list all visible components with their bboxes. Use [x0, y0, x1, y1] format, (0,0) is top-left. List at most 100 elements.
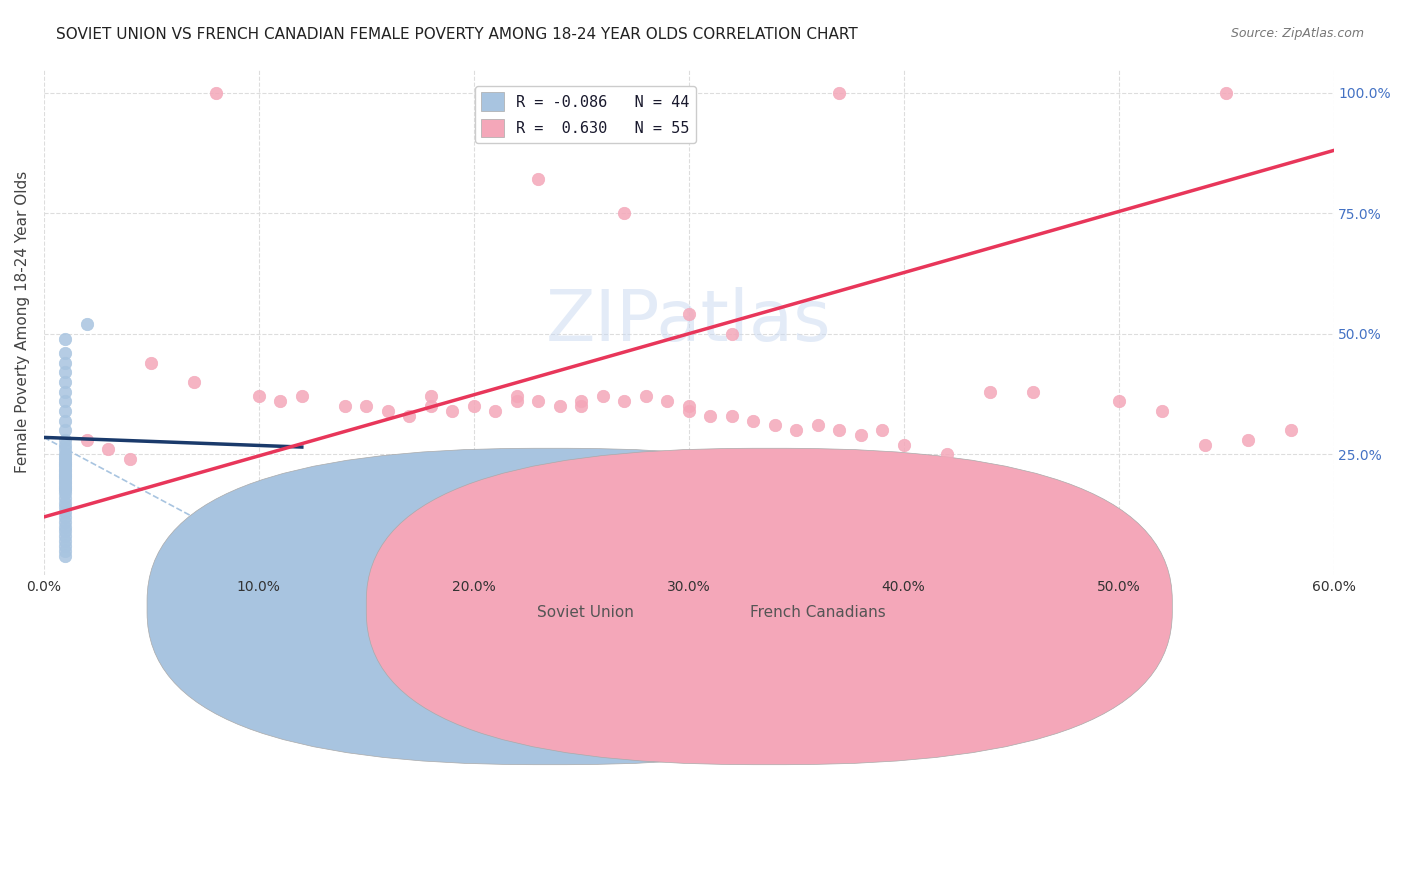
Point — [849, 428, 872, 442]
Y-axis label: Female Poverty Among 18-24 Year Olds: Female Poverty Among 18-24 Year Olds — [15, 170, 30, 473]
Point — [569, 399, 592, 413]
Point — [484, 404, 506, 418]
Point — [527, 172, 550, 186]
Point — [55, 469, 77, 483]
Point — [55, 413, 77, 427]
Point — [55, 495, 77, 509]
Point — [1064, 500, 1087, 515]
FancyBboxPatch shape — [367, 449, 1173, 764]
Point — [613, 394, 636, 409]
Point — [419, 399, 441, 413]
Point — [55, 519, 77, 533]
Point — [55, 447, 77, 461]
Point — [55, 467, 77, 481]
Point — [55, 515, 77, 529]
Point — [55, 384, 77, 399]
Point — [55, 486, 77, 500]
Point — [183, 375, 205, 389]
Point — [205, 86, 228, 100]
Legend: R = -0.086   N = 44, R =  0.630   N = 55: R = -0.086 N = 44, R = 0.630 N = 55 — [475, 87, 696, 144]
Point — [247, 389, 270, 403]
Point — [55, 450, 77, 464]
Point — [55, 524, 77, 539]
Point — [742, 413, 765, 427]
Point — [419, 389, 441, 403]
Point — [291, 389, 314, 403]
Point — [1236, 433, 1258, 447]
Point — [55, 462, 77, 476]
Point — [356, 399, 378, 413]
Point — [55, 459, 77, 474]
Point — [76, 433, 98, 447]
Point — [592, 389, 614, 403]
Point — [55, 457, 77, 471]
Point — [55, 365, 77, 379]
Point — [55, 346, 77, 360]
Text: Source: ZipAtlas.com: Source: ZipAtlas.com — [1230, 27, 1364, 40]
Point — [463, 399, 485, 413]
Point — [55, 332, 77, 346]
Point — [1108, 394, 1130, 409]
Point — [398, 409, 420, 423]
Text: French Canadians: French Canadians — [749, 605, 886, 620]
Point — [55, 491, 77, 505]
Point — [118, 452, 141, 467]
Point — [678, 404, 700, 418]
Point — [657, 394, 679, 409]
Point — [55, 500, 77, 515]
Point — [55, 476, 77, 491]
Point — [55, 437, 77, 451]
Point — [935, 447, 957, 461]
Point — [55, 483, 77, 498]
Point — [55, 454, 77, 468]
Point — [678, 308, 700, 322]
Point — [506, 389, 529, 403]
Point — [97, 442, 120, 457]
Point — [55, 539, 77, 553]
Point — [569, 394, 592, 409]
Point — [269, 394, 291, 409]
Point — [55, 394, 77, 409]
Point — [699, 409, 721, 423]
Point — [678, 399, 700, 413]
Point — [55, 474, 77, 488]
Point — [720, 409, 742, 423]
Point — [1194, 437, 1216, 451]
Point — [55, 464, 77, 478]
Point — [55, 510, 77, 524]
Text: SOVIET UNION VS FRENCH CANADIAN FEMALE POVERTY AMONG 18-24 YEAR OLDS CORRELATION: SOVIET UNION VS FRENCH CANADIAN FEMALE P… — [56, 27, 858, 42]
Point — [55, 478, 77, 492]
Point — [807, 418, 830, 433]
Point — [55, 375, 77, 389]
Point — [55, 481, 77, 495]
Point — [333, 399, 356, 413]
Point — [613, 206, 636, 220]
Point — [55, 543, 77, 558]
Point — [55, 471, 77, 485]
Point — [1150, 404, 1173, 418]
Point — [55, 534, 77, 549]
Point — [55, 356, 77, 370]
Point — [828, 86, 851, 100]
Point — [55, 433, 77, 447]
Point — [55, 423, 77, 437]
Point — [55, 442, 77, 457]
Point — [548, 399, 571, 413]
Point — [1215, 86, 1237, 100]
Point — [527, 394, 550, 409]
FancyBboxPatch shape — [148, 449, 953, 764]
Point — [377, 404, 399, 418]
Point — [141, 356, 163, 370]
Point — [506, 394, 529, 409]
Point — [441, 404, 464, 418]
Point — [763, 418, 786, 433]
Point — [893, 437, 915, 451]
Point — [870, 423, 893, 437]
Point — [55, 549, 77, 563]
Point — [979, 384, 1001, 399]
Point — [55, 404, 77, 418]
Point — [55, 529, 77, 543]
Text: Soviet Union: Soviet Union — [537, 605, 634, 620]
Text: ZIPatlas: ZIPatlas — [546, 287, 831, 356]
Point — [1279, 423, 1302, 437]
